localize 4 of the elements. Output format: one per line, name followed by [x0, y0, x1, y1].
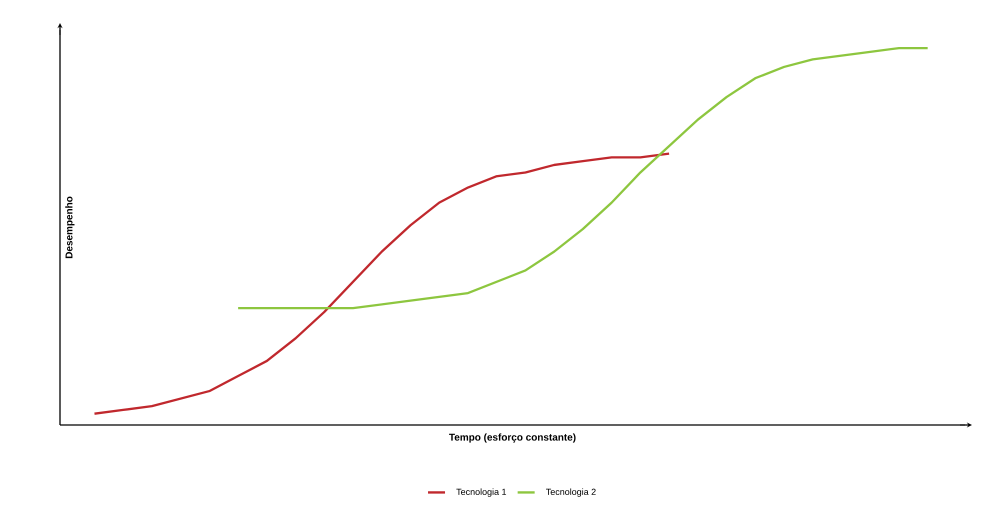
legend-label: Tecnologia 1: [456, 488, 506, 497]
y-axis-title: Desempenho: [65, 196, 74, 258]
x-axis-title: Tempo (esforço constante): [449, 433, 576, 443]
legend-label: Tecnologia 2: [546, 488, 596, 497]
